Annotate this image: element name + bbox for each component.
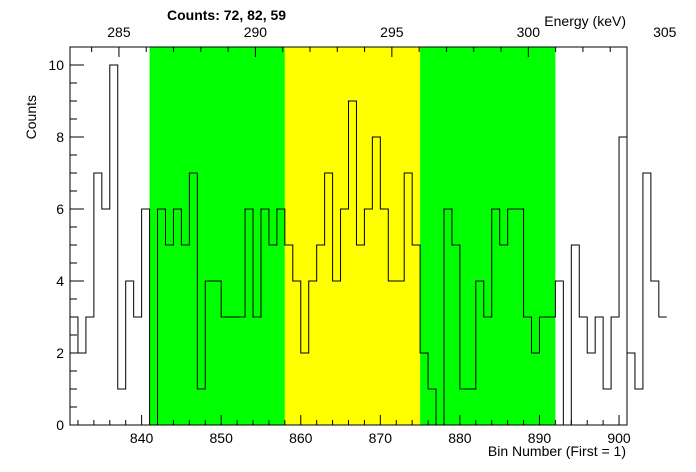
- ticks-layer: [70, 46, 620, 426]
- region-peak: [284, 47, 421, 425]
- energy-tick-label: 300: [517, 24, 541, 40]
- x-tick-label: 870: [369, 430, 393, 446]
- x-tick-label: 900: [607, 430, 631, 446]
- x-tick-label: 860: [289, 430, 313, 446]
- x-tick-label: 850: [210, 430, 234, 446]
- energy-axis-title: Energy (keV): [544, 13, 626, 29]
- y-tick-label: 10: [48, 57, 64, 73]
- x-tick-label: 880: [448, 430, 472, 446]
- region-right-background: [420, 47, 556, 425]
- chart-title: Counts: 72, 82, 59: [167, 7, 286, 23]
- regions-layer: [149, 47, 556, 425]
- tick-labels-layer: 840 850 860 870 880 890 900 0 2 4 6 8 10 285 290 295 300…: [48, 24, 676, 446]
- y-tick-label: 0: [56, 417, 64, 433]
- y-tick-label: 8: [56, 129, 64, 145]
- y-tick-label: 4: [56, 273, 64, 289]
- energy-tick-label: 295: [380, 24, 404, 40]
- y-tick-label: 6: [56, 201, 64, 217]
- histogram-line: [70, 64, 667, 426]
- energy-tick-label: 285: [107, 24, 131, 40]
- region-left-background: [149, 47, 285, 425]
- y-tick-label: 2: [56, 345, 64, 361]
- energy-tick-label: 305: [653, 24, 677, 40]
- y-axis-title: Counts: [23, 95, 39, 139]
- x-tick-label: 840: [130, 430, 154, 446]
- x-axis-title: Bin Number (First = 1): [488, 443, 626, 459]
- x-tick-label: 890: [528, 430, 552, 446]
- energy-tick-label: 290: [244, 24, 268, 40]
